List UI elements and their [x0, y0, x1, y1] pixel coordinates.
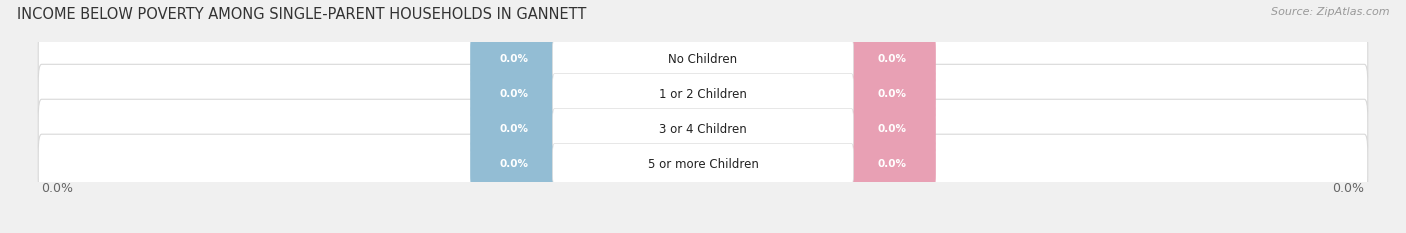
FancyBboxPatch shape	[38, 134, 1368, 194]
Text: INCOME BELOW POVERTY AMONG SINGLE-PARENT HOUSEHOLDS IN GANNETT: INCOME BELOW POVERTY AMONG SINGLE-PARENT…	[17, 7, 586, 22]
FancyBboxPatch shape	[470, 67, 558, 122]
FancyBboxPatch shape	[470, 32, 558, 87]
Text: 0.0%: 0.0%	[1333, 182, 1364, 195]
Text: 3 or 4 Children: 3 or 4 Children	[659, 123, 747, 136]
FancyBboxPatch shape	[553, 74, 853, 115]
FancyBboxPatch shape	[848, 67, 936, 122]
Text: 0.0%: 0.0%	[499, 89, 529, 99]
FancyBboxPatch shape	[553, 39, 853, 80]
FancyBboxPatch shape	[38, 64, 1368, 124]
FancyBboxPatch shape	[553, 144, 853, 185]
Text: 5 or more Children: 5 or more Children	[648, 158, 758, 171]
Text: No Children: No Children	[668, 53, 738, 66]
FancyBboxPatch shape	[848, 137, 936, 192]
Text: Source: ZipAtlas.com: Source: ZipAtlas.com	[1271, 7, 1389, 17]
Text: 0.0%: 0.0%	[499, 55, 529, 64]
Text: 0.0%: 0.0%	[499, 124, 529, 134]
Text: 0.0%: 0.0%	[42, 182, 73, 195]
Text: 0.0%: 0.0%	[877, 55, 907, 64]
Text: 0.0%: 0.0%	[499, 159, 529, 169]
FancyBboxPatch shape	[470, 102, 558, 157]
FancyBboxPatch shape	[38, 99, 1368, 159]
Text: 1 or 2 Children: 1 or 2 Children	[659, 88, 747, 101]
FancyBboxPatch shape	[38, 29, 1368, 89]
FancyBboxPatch shape	[553, 109, 853, 150]
Text: 0.0%: 0.0%	[877, 159, 907, 169]
FancyBboxPatch shape	[848, 102, 936, 157]
FancyBboxPatch shape	[848, 32, 936, 87]
FancyBboxPatch shape	[470, 137, 558, 192]
Text: 0.0%: 0.0%	[877, 89, 907, 99]
Text: 0.0%: 0.0%	[877, 124, 907, 134]
